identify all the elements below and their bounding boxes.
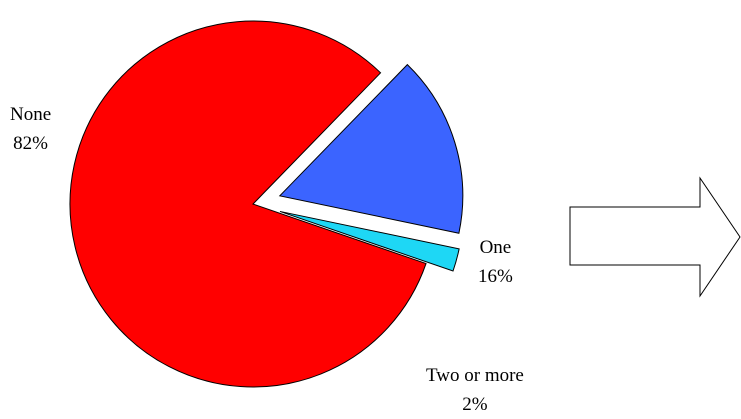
slice-name-one: One — [479, 237, 512, 258]
slice-label-none: None 82% — [10, 100, 51, 158]
pie-slice-two-or-more — [279, 210, 460, 272]
arrow-shape — [569, 176, 741, 298]
slice-name-two-or-more: Two or more — [426, 365, 524, 386]
slice-label-one: One 16% — [478, 233, 513, 291]
pie-slice-one — [278, 63, 464, 234]
slice-percent-none: 82% — [13, 133, 48, 154]
slice-percent-one: 16% — [478, 266, 513, 287]
slice-percent-two-or-more: 2% — [462, 394, 488, 415]
slice-name-none: None — [10, 104, 52, 125]
slice-label-two-or-more: Two or more 2% — [426, 361, 524, 419]
pie-slice-none — [69, 20, 427, 388]
